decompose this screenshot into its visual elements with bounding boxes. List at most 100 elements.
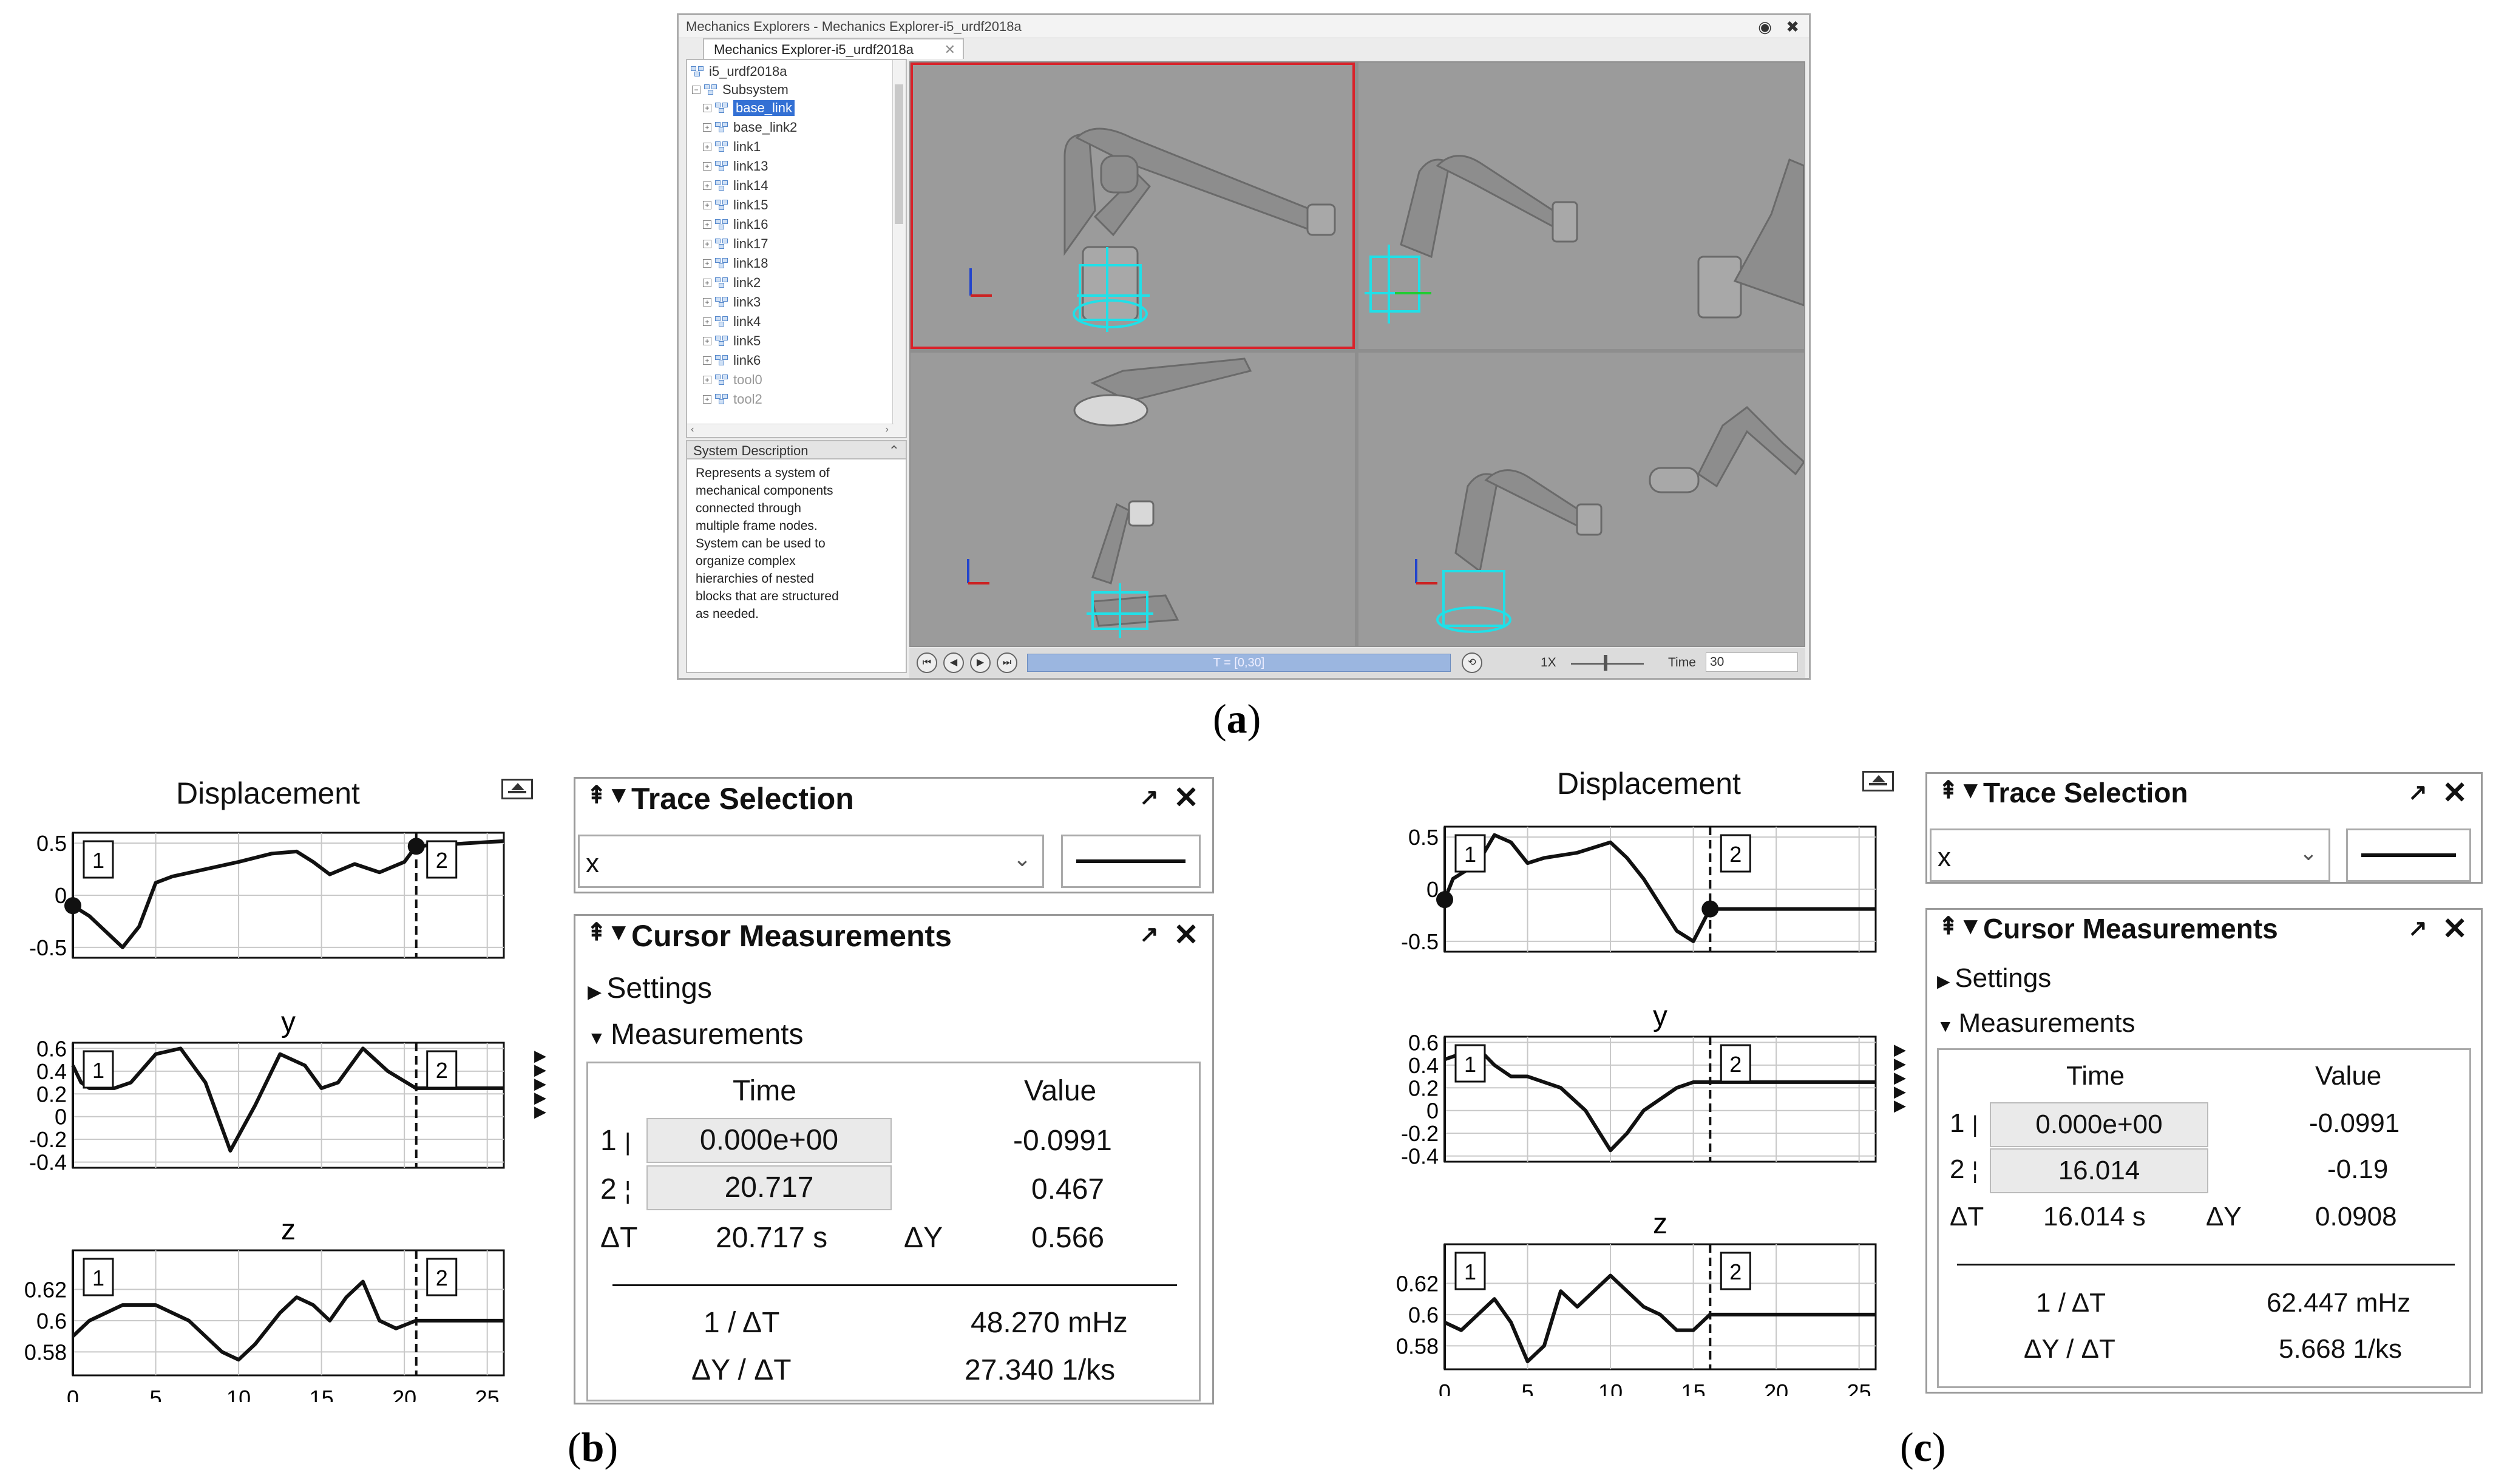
expand-icon[interactable]: +: [703, 201, 711, 209]
loop-icon[interactable]: ⟲: [1462, 652, 1482, 673]
chevron-down-icon[interactable]: ⌄: [2299, 840, 2318, 865]
trace-select[interactable]: x ⌄: [578, 835, 1044, 888]
skip-start-icon[interactable]: ⏮: [917, 652, 937, 673]
expand-icon[interactable]: +: [703, 240, 711, 248]
tree-item[interactable]: + link13: [703, 157, 768, 175]
delta-t-label: ΔT: [600, 1222, 638, 1254]
tree-item[interactable]: + link2: [703, 274, 761, 292]
undock-icon[interactable]: [501, 779, 533, 799]
expand-icon[interactable]: +: [703, 104, 711, 112]
undock-small-icon[interactable]: ↗: [1139, 922, 1159, 947]
settings-expander[interactable]: ▶ Settings: [588, 972, 712, 1005]
tree-item[interactable]: + link18: [703, 254, 768, 273]
x-tick-label: 25: [475, 1386, 500, 1402]
system-description-header[interactable]: System Description ⌃: [686, 440, 907, 459]
undock-small-icon[interactable]: ↗: [2408, 916, 2427, 941]
tree-item[interactable]: + link1: [703, 138, 761, 156]
step-back-icon[interactable]: ◀: [943, 652, 964, 673]
expand-icon[interactable]: +: [703, 279, 711, 287]
delta-y-label: ΔY: [2206, 1202, 2242, 1232]
trace-select[interactable]: x ⌄: [1930, 828, 2330, 882]
pin-icon[interactable]: ⇞▼: [586, 919, 631, 946]
pin-icon[interactable]: ⇞▼: [586, 782, 631, 808]
close-icon[interactable]: ✕: [1173, 781, 1199, 815]
tree-item[interactable]: + link6: [703, 351, 761, 370]
cursor1-time[interactable]: 0.000e+00: [1990, 1102, 2208, 1147]
expand-icon[interactable]: +: [703, 356, 711, 365]
tree-horizontal-scrollbar[interactable]: ‹ ›: [687, 424, 894, 437]
pin-icon[interactable]: ⇞▼: [1938, 913, 1983, 940]
col-time: Time: [2066, 1061, 2125, 1091]
tree-item-label: link13: [733, 158, 768, 174]
expand-icon[interactable]: +: [703, 337, 711, 345]
tree-item[interactable]: + base_link: [703, 99, 795, 117]
close-icon[interactable]: ✕: [2442, 776, 2468, 810]
collapse-up-icon[interactable]: ⌃: [888, 443, 900, 458]
expand-icon[interactable]: +: [703, 220, 711, 229]
tree-item[interactable]: + link14: [703, 177, 768, 195]
measurements-expander[interactable]: ▼ Measurements: [588, 1018, 804, 1051]
collapse-icon[interactable]: −: [692, 86, 700, 94]
time-input[interactable]: 30: [1706, 652, 1798, 672]
cursor2-time[interactable]: 16.014: [1990, 1148, 2208, 1193]
undock-small-icon[interactable]: ↗: [1139, 785, 1159, 810]
tree-vertical-scrollbar[interactable]: [892, 60, 906, 437]
time-slider[interactable]: T = [0,30]: [1027, 654, 1451, 672]
cursor1-box: [83, 1258, 114, 1296]
scroll-left-icon[interactable]: ‹: [691, 424, 694, 435]
viewport-bottom-right[interactable]: [1358, 353, 1804, 646]
close-icon[interactable]: ✕: [1173, 918, 1199, 952]
measurements-expander[interactable]: ▼ Measurements: [1937, 1008, 2135, 1038]
expand-icon[interactable]: +: [703, 317, 711, 326]
settings-expander[interactable]: ▶ Settings: [1937, 963, 2052, 993]
pin-icon[interactable]: ⇞▼: [1938, 777, 1983, 804]
tree-item[interactable]: + link17: [703, 235, 768, 253]
y-tick-label: -0.4: [29, 1150, 67, 1175]
tree-item[interactable]: + link5: [703, 332, 761, 350]
window-controls[interactable]: ◉ ✖: [1758, 18, 1804, 36]
tree-item[interactable]: + tool2: [703, 390, 762, 408]
line-style-swatch[interactable]: [1061, 835, 1201, 888]
scrollbar-thumb[interactable]: [895, 84, 903, 224]
play-icon[interactable]: ▶: [970, 652, 991, 673]
expand-icon[interactable]: +: [703, 181, 711, 190]
y-tick-label: -0.5: [29, 935, 67, 960]
tree-subsystem[interactable]: − Subsystem: [692, 81, 789, 99]
tree-item[interactable]: + base_link2: [703, 118, 797, 137]
line-style-swatch[interactable]: [2346, 828, 2471, 882]
expand-icon[interactable]: +: [703, 162, 711, 171]
tree-item[interactable]: + link3: [703, 293, 761, 311]
tab-close-icon[interactable]: ✕: [944, 42, 955, 57]
tree-root[interactable]: i5_urdf2018a: [691, 63, 787, 81]
speed-slider-knob[interactable]: [1604, 655, 1607, 671]
undock-small-icon[interactable]: ↗: [2408, 780, 2427, 805]
tree-item[interactable]: + link15: [703, 196, 768, 214]
scroll-right-icon[interactable]: ›: [885, 424, 889, 435]
expand-icon[interactable]: +: [703, 395, 711, 404]
viewport-bottom-left[interactable]: [911, 353, 1355, 646]
signal-markers: ▶ ▶ ▶ ▶ ▶: [534, 1046, 546, 1120]
tree-item-label: link3: [733, 294, 761, 310]
tree-item[interactable]: + link16: [703, 215, 768, 234]
expand-icon[interactable]: +: [703, 376, 711, 384]
explorer-tab[interactable]: Mechanics Explorer-i5_urdf2018a ✕: [703, 38, 964, 59]
viewport-top-left[interactable]: [911, 63, 1355, 349]
viewport-top-right[interactable]: [1358, 63, 1804, 349]
close-icon[interactable]: ✕: [2442, 912, 2468, 946]
expand-icon[interactable]: +: [703, 123, 711, 132]
expand-icon[interactable]: +: [703, 143, 711, 151]
speed-slider[interactable]: [1571, 663, 1644, 665]
x-tick-label: 25: [1847, 1380, 1871, 1396]
cursor2-box: [1720, 1044, 1751, 1083]
undock-icon[interactable]: [1862, 771, 1894, 791]
y-tick-label: 0.6: [36, 1036, 67, 1061]
step-forward-icon[interactable]: ⏭: [997, 652, 1017, 673]
cursor1-time[interactable]: 0.000e+00: [646, 1118, 892, 1163]
tree-item[interactable]: + link4: [703, 313, 761, 331]
tree-item[interactable]: + tool0: [703, 371, 762, 389]
chevron-down-icon[interactable]: ⌄: [1012, 846, 1031, 871]
expand-icon[interactable]: +: [703, 259, 711, 268]
expand-icon[interactable]: +: [703, 298, 711, 307]
delta-t-value: 20.717 s: [716, 1222, 828, 1254]
cursor2-time[interactable]: 20.717: [646, 1165, 892, 1210]
